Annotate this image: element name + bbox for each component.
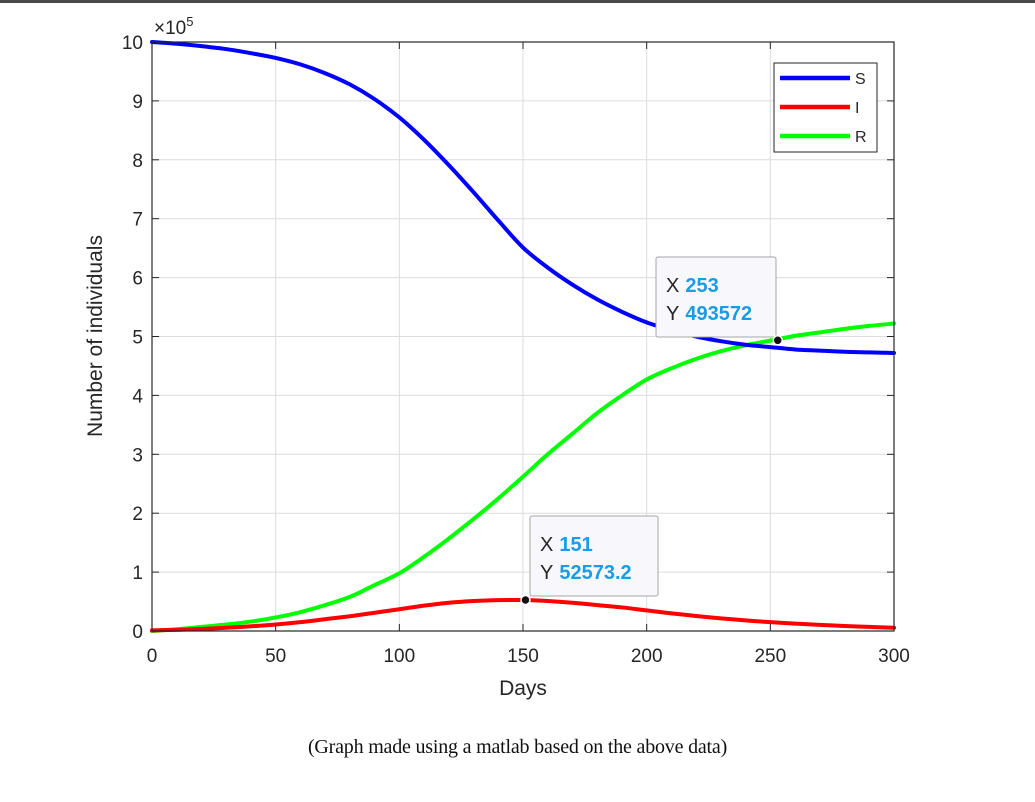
datatip-marker[interactable] (772, 335, 784, 346)
x-tick-label: 50 (265, 646, 286, 667)
x-tick-label: 250 (754, 646, 786, 667)
datatip-box (529, 515, 659, 597)
legend-label-s: S (855, 71, 866, 88)
datatip-y-row: Y 52573.2 (540, 562, 632, 584)
datatip-r-s-crossing[interactable]: X 253 Y 493572 (655, 256, 784, 346)
datatip-y-label: Y (666, 303, 679, 325)
y-tick-label: 8 (132, 151, 143, 172)
datatip-x-value: 151 (559, 534, 592, 556)
datatip-marker[interactable] (520, 594, 531, 606)
legend-label-i: I (855, 100, 859, 117)
datatip-x-value: 253 (685, 275, 718, 297)
top-border (0, 0, 1035, 3)
x-tick-label: 100 (383, 646, 415, 667)
legend-label-r: R (855, 129, 867, 146)
y-tick-label: 0 (132, 622, 143, 643)
x-tick-label: 200 (631, 646, 663, 667)
x-tick-label: 0 (147, 646, 158, 667)
y-tick-label: 10 (122, 33, 143, 54)
sir-line-chart: 0 50 100 150 200 250 300 0 1 2 3 4 5 6 7 8 9 10 ×105 Days… (84, 14, 910, 700)
datatip-y-value: 493572 (685, 303, 752, 325)
series-line-r[interactable] (150, 321, 896, 633)
y-tick-label: 5 (132, 328, 143, 349)
datatip-i-peak[interactable]: X 151 Y 52573.2 (520, 515, 659, 606)
y-tick-label: 3 (132, 445, 143, 466)
legend: S I R (773, 62, 878, 153)
y-axis-label: Number of individuals (84, 235, 107, 437)
datatip-x-label: X (540, 534, 553, 556)
datatip-x-label: X (666, 275, 679, 297)
y-exponent-power: 5 (186, 14, 193, 29)
datatip-y-label: Y (540, 562, 553, 584)
y-exponent-label: ×105 (154, 14, 193, 39)
axis-ticks: 0 50 100 150 200 250 300 0 1 2 3 4 5 6 7 8 9 10 (122, 33, 910, 667)
datatip-box (655, 256, 777, 338)
y-tick-label: 9 (132, 92, 143, 113)
x-axis-label: Days (499, 677, 547, 700)
figure-caption: (Graph made using a matlab based on the … (307, 736, 728, 758)
datatip-x-row: X 151 (540, 534, 593, 556)
series-line-s[interactable] (150, 40, 896, 355)
datatip-y-value: 52573.2 (559, 562, 631, 584)
y-tick-label: 6 (132, 269, 143, 290)
datatip-x-row: X 253 (666, 275, 719, 297)
y-tick-label: 4 (132, 386, 143, 407)
y-tick-label: 2 (132, 504, 143, 525)
datatip-y-row: Y 493572 (666, 303, 752, 325)
x-tick-label: 150 (507, 646, 539, 667)
x-tick-label: 300 (878, 646, 910, 667)
y-tick-label: 1 (132, 563, 143, 584)
y-tick-label: 7 (132, 210, 143, 231)
